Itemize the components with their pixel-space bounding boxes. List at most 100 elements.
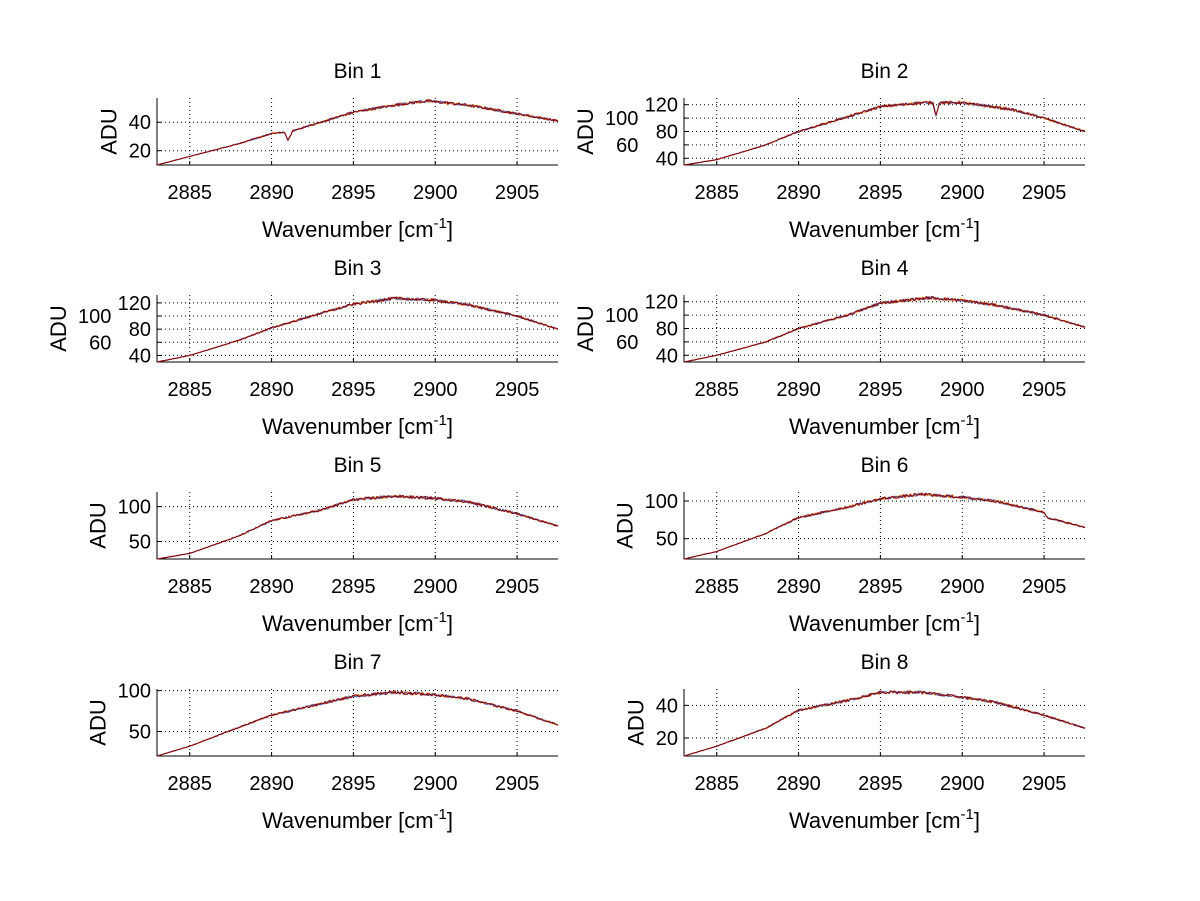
- y-tick-label: 120: [118, 293, 151, 315]
- y-axis-label: ADU: [573, 305, 598, 351]
- data-series-line-2: [683, 295, 1086, 363]
- x-axis-label-text: Wavenumber [cm: [262, 414, 434, 439]
- subplot-title: Bin 6: [861, 454, 909, 477]
- x-tick-label: 2900: [940, 379, 985, 401]
- x-tick-label: 2890: [776, 379, 821, 401]
- x-axis-label-bracket: ]: [974, 808, 980, 833]
- y-tick-label: 40: [656, 345, 678, 367]
- subplot-bin-3: 2885 2890 2895 2900 2905 40 60 80 100 120 Bin 3 ADU…: [46, 257, 559, 439]
- subplot-title: Bin 4: [861, 257, 909, 280]
- subplot-bin-5: 2885 2890 2895 2900 2905 50 100 Bin 5 ADU Wavenum…: [85, 454, 559, 636]
- x-tick-label: 2885: [694, 576, 739, 598]
- x-tick-label: 2905: [495, 773, 540, 795]
- subplot-bin-6: 2885 2890 2895 2900 2905 50 100 Bin 6 ADU Wavenum…: [612, 454, 1086, 636]
- x-axis-label-text: Wavenumber [cm: [789, 217, 961, 242]
- subplot-bin-4: 2885 2890 2895 2900 2905 40 60 80 100 120 Bin 4 ADU…: [573, 257, 1086, 439]
- x-tick-label: 2885: [167, 576, 212, 598]
- x-axis-label: Wavenumber [cm-1]: [262, 806, 453, 833]
- y-tick-label: 60: [89, 332, 111, 354]
- y-tick-label: 40: [129, 112, 151, 134]
- x-axis-label-superscript: -1: [434, 412, 447, 429]
- x-tick-label: 2885: [167, 182, 212, 204]
- x-tick-label: 2895: [858, 182, 903, 204]
- x-tick-label: 2890: [776, 576, 821, 598]
- x-axis-label-superscript: -1: [961, 806, 974, 823]
- x-tick-label: 2885: [167, 379, 212, 401]
- x-axis-label-bracket: ]: [447, 611, 453, 636]
- data-series-line-1: [156, 690, 559, 757]
- x-tick-label: 2895: [858, 773, 903, 795]
- data-series-line-1: [683, 100, 1086, 166]
- y-axis-label: ADU: [624, 699, 649, 745]
- x-tick-label: 2900: [413, 773, 458, 795]
- axes-frame: [156, 689, 558, 757]
- x-tick-label: 2885: [167, 773, 212, 795]
- data-series-line-3: [683, 295, 1086, 363]
- y-axis-label: ADU: [85, 502, 110, 548]
- x-tick-label: 2890: [249, 773, 294, 795]
- y-tick-label: 20: [129, 141, 151, 163]
- subplot-title: Bin 3: [334, 257, 382, 280]
- y-tick-label: 40: [656, 695, 678, 717]
- subplot-bin-8: 2885 2890 2895 2900 2905 20 40 Bin 8 ADU Wavenumb…: [624, 651, 1086, 833]
- x-axis-label-bracket: ]: [447, 808, 453, 833]
- x-tick-label: 2895: [331, 773, 376, 795]
- x-tick-label: 2885: [694, 182, 739, 204]
- axes-frame: [683, 492, 1085, 560]
- x-axis-label-superscript: -1: [961, 609, 974, 626]
- x-axis-label-superscript: -1: [961, 412, 974, 429]
- data-series-line-3: [156, 98, 559, 166]
- y-tick-label: 80: [656, 122, 678, 144]
- x-axis-label: Wavenumber [cm-1]: [262, 412, 453, 439]
- x-tick-label: 2895: [331, 379, 376, 401]
- x-axis-label-bracket: ]: [447, 217, 453, 242]
- y-tick-label: 50: [129, 721, 151, 743]
- data-series-line-2: [683, 492, 1086, 560]
- y-tick-label: 80: [129, 319, 151, 341]
- x-axis-label-bracket: ]: [974, 414, 980, 439]
- x-tick-label: 2895: [858, 576, 903, 598]
- x-tick-label: 2895: [331, 182, 376, 204]
- x-tick-label: 2905: [495, 379, 540, 401]
- y-tick-label: 100: [605, 305, 638, 327]
- subplot-title: Bin 2: [861, 60, 909, 83]
- data-series-line-2: [156, 690, 559, 757]
- y-tick-label: 120: [645, 292, 678, 314]
- subplot-title: Bin 1: [334, 60, 382, 83]
- data-series-line-2: [683, 689, 1086, 757]
- x-tick-label: 2895: [858, 379, 903, 401]
- axes-frame: [156, 492, 558, 560]
- x-tick-label: 2900: [413, 379, 458, 401]
- x-axis-label-text: Wavenumber [cm: [789, 611, 961, 636]
- subplot-bin-7: 2885 2890 2895 2900 2905 50 100 Bin 7 ADU Wavenum…: [85, 651, 559, 833]
- y-tick-label: 40: [129, 345, 151, 367]
- x-tick-label: 2900: [413, 182, 458, 204]
- x-tick-label: 2885: [694, 773, 739, 795]
- subplot-bin-2: 2885 2890 2895 2900 2905 40 60 80 100 120 Bin 2 ADU…: [573, 60, 1086, 242]
- x-tick-label: 2905: [1022, 576, 1067, 598]
- x-axis-label-text: Wavenumber [cm: [789, 808, 961, 833]
- x-tick-label: 2900: [940, 773, 985, 795]
- y-tick-label: 60: [616, 332, 638, 354]
- x-axis-label-bracket: ]: [974, 611, 980, 636]
- y-axis-label: ADU: [573, 108, 598, 154]
- data-series-line-1: [157, 494, 559, 560]
- axes-frame: [156, 98, 558, 166]
- y-axis-label: ADU: [46, 305, 71, 351]
- subplot-title: Bin 5: [334, 454, 382, 477]
- y-tick-label: 100: [605, 108, 638, 130]
- data-series-line-3: [156, 689, 559, 757]
- y-tick-label: 20: [656, 728, 678, 750]
- x-tick-label: 2905: [1022, 379, 1067, 401]
- x-axis-label-superscript: -1: [961, 215, 974, 232]
- y-axis-label: ADU: [612, 502, 637, 548]
- x-tick-label: 2885: [694, 379, 739, 401]
- y-tick-label: 100: [118, 497, 151, 519]
- subplot-title: Bin 8: [861, 651, 909, 674]
- x-axis-label-superscript: -1: [434, 215, 447, 232]
- x-axis-label: Wavenumber [cm-1]: [262, 215, 453, 242]
- x-tick-label: 2890: [249, 379, 294, 401]
- x-tick-label: 2890: [776, 773, 821, 795]
- data-series-line-1: [683, 492, 1086, 560]
- x-axis-label: Wavenumber [cm-1]: [789, 412, 980, 439]
